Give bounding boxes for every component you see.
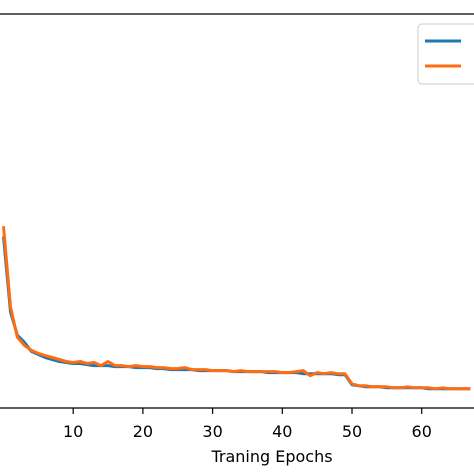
series-layer [2, 226, 471, 391]
x-tick-label: 60 [412, 422, 432, 441]
legend [417, 23, 474, 85]
x-axis-label: Traning Epochs [210, 447, 332, 466]
x-tick-label: 40 [272, 422, 292, 441]
x-tick-label: 50 [342, 422, 362, 441]
legend-box [417, 23, 474, 85]
axes-layer [0, 13, 474, 409]
x-tick-label: 20 [133, 422, 153, 441]
x-tick-label: 30 [202, 422, 222, 441]
x-ticks: 10 20 30 40 50 60 [63, 408, 432, 441]
series-line-2 [2, 226, 471, 391]
x-tick-label: 10 [63, 422, 83, 441]
